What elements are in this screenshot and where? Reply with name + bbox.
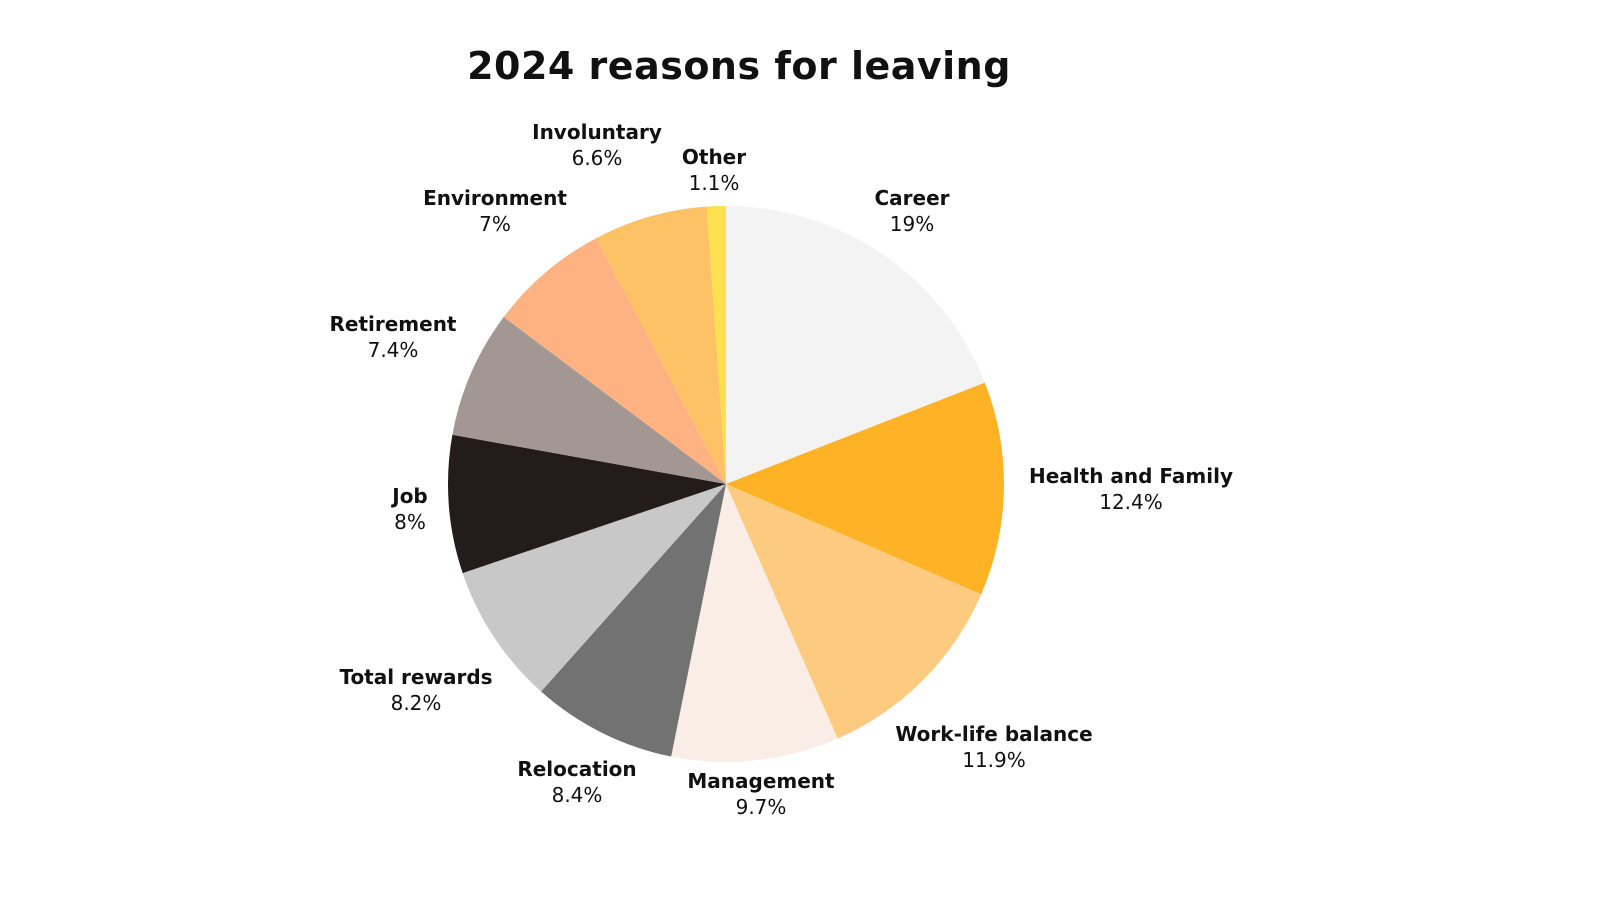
slice-label-involuntary: Involuntary [532,120,662,144]
pie-slice-involuntary [596,206,726,485]
pie-slice-total-rewards [462,484,726,692]
slice-label-career: Career [874,186,949,210]
slice-value-environment: 7% [479,212,511,236]
slice-label-relocation: Relocation [517,757,636,781]
pie-slice-work-life-balance [726,484,982,739]
slice-label-management: Management [687,769,835,793]
slice-value-retirement: 7.4% [368,338,419,362]
pie-slice-other [706,206,726,484]
pie-slice-management [671,484,838,763]
slice-value-total-rewards: 8.2% [391,691,442,715]
slice-value-career: 19% [890,212,934,236]
slice-value-health-and-family: 12.4% [1099,490,1163,514]
slice-value-management: 9.7% [736,795,787,819]
slice-label-other: Other [682,145,746,169]
slice-label-health-and-family: Health and Family [1029,464,1233,488]
pie-slice-retirement [452,317,726,484]
pie-slice-job [447,434,726,574]
pie-slice-relocation [541,484,726,757]
pie-slice-career [726,206,985,484]
slice-value-other: 1.1% [689,171,740,195]
slice-label-retirement: Retirement [329,312,456,336]
pie-slice-health-and-family [726,382,1004,595]
pie-slices [447,206,1004,763]
slice-value-work-life-balance: 11.9% [962,748,1026,772]
slice-value-job: 8% [394,510,426,534]
chart-title: 2024 reasons for leaving [467,44,1011,88]
slice-label-total-rewards: Total rewards [339,665,492,689]
slice-value-involuntary: 6.6% [572,146,623,170]
slice-label-environment: Environment [423,186,567,210]
slice-label-job: Job [390,484,428,508]
slice-value-relocation: 8.4% [552,783,603,807]
pie-slice-environment [503,238,726,484]
slice-label-work-life-balance: Work-life balance [895,722,1092,746]
